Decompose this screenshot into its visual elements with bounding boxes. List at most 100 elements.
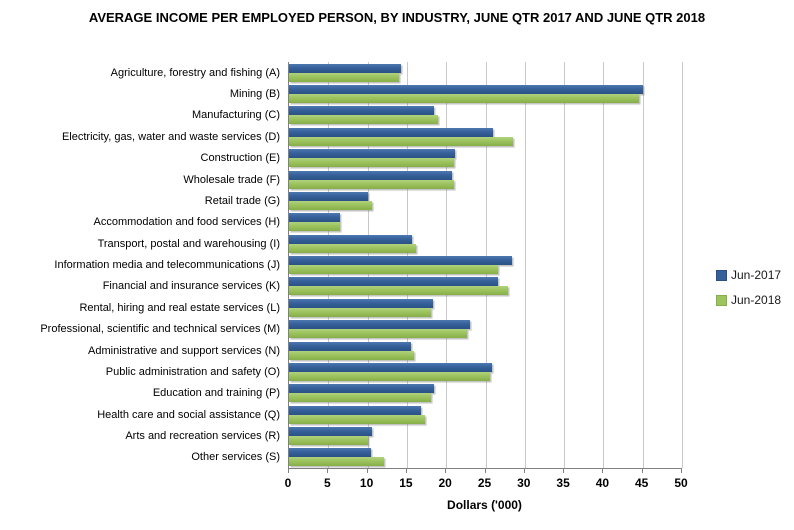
bar-jun-2017 [289,127,493,137]
bar-jun-2017 [289,341,411,351]
bar-group [289,148,682,169]
x-tick-mark [366,469,368,473]
gridline [603,62,605,468]
x-tick-mark [445,469,447,473]
bar-jun-2017 [289,384,434,394]
category-label: Health care and social assistance (Q) [97,408,280,421]
bar-jun-2017 [289,448,371,458]
x-tick-label: 50 [674,476,688,490]
category-label: Wholesale trade (F) [183,173,280,186]
x-tick-mark [563,469,565,473]
bar-group [289,190,682,211]
category-label: Transport, postal and warehousing (I) [97,237,280,250]
category-label: Arts and recreation services (R) [125,430,280,443]
bar-jun-2018 [289,158,455,168]
bar-jun-2017 [289,85,643,95]
gridline [564,62,566,468]
x-tick-label: 25 [477,476,492,490]
bar-jun-2018 [289,307,432,317]
bar-group [289,83,682,104]
category-label: Information media and telecommunications… [54,259,280,272]
bar-group [289,169,682,190]
category-label: Financial and insurance services (K) [102,280,280,293]
x-tick-label: 30 [517,476,531,490]
bar-jun-2017 [289,191,369,201]
bar-jun-2018 [289,265,499,275]
bar-group [289,62,682,83]
category-label: Agriculture, forestry and fishing (A) [110,66,280,79]
bar-jun-2017 [289,256,513,266]
bar-jun-2018 [289,457,385,467]
legend-swatch-jun-2017 [716,269,727,281]
bar-jun-2017 [289,427,372,437]
legend-swatch-jun-2018 [716,294,727,306]
bar-jun-2018 [289,179,455,189]
chart-title: AVERAGE INCOME PER EMPLOYED PERSON, BY I… [88,10,706,25]
bar-jun-2018 [289,414,425,424]
bar-jun-2018 [289,436,369,446]
x-tick-label: 20 [438,476,452,490]
x-tick-label: 10 [359,476,374,490]
x-tick-label: 45 [635,476,649,490]
bar-jun-2018 [289,136,513,146]
bar-group [289,361,682,382]
x-tick-label: 15 [399,476,413,490]
x-tick-label: 5 [323,476,331,490]
bar-jun-2017 [289,170,453,180]
bar-jun-2018 [289,222,341,232]
bar-group [289,404,682,425]
bar-jun-2017 [289,362,492,372]
bar-group [289,212,682,233]
bar-group [289,254,682,275]
bar-jun-2017 [289,106,435,116]
gridline [524,62,526,468]
bar-group [289,105,682,126]
bar-jun-2018 [289,115,439,125]
category-label: Administrative and support services (N) [88,344,280,357]
bar-jun-2018 [289,72,400,82]
legend-item-jun-2018: Jun-2018 [716,293,781,307]
bar-group [289,383,682,404]
bar-jun-2017 [289,63,401,73]
legend-item-jun-2017: Jun-2017 [716,268,781,282]
x-tick-mark [288,469,289,473]
bar-jun-2018 [289,329,467,339]
x-tick-label: 0 [284,476,292,490]
bar-group [289,233,682,254]
category-label: Retail trade (G) [204,194,280,207]
x-tick-mark [523,469,525,473]
category-label: Electricity, gas, water and waste servic… [61,130,280,143]
legend: Jun-2017 Jun-2018 [716,268,781,307]
bar-jun-2018 [289,94,639,104]
bar-jun-2018 [289,393,432,403]
bar-group [289,425,682,446]
category-label: Public administration and safety (O) [105,365,280,378]
bar-group [289,319,682,340]
bar-jun-2017 [289,149,455,159]
category-label: Other services (S) [191,451,280,464]
x-tick-mark [602,469,604,473]
x-tick-mark [641,469,643,473]
x-tick-mark [484,469,486,473]
category-label: Manufacturing (C) [191,109,280,122]
x-tick-mark [681,469,682,473]
bar-group [289,447,682,468]
category-label: Accommodation and food services (H) [93,216,280,229]
x-axis-title: Dollars ('000) [447,498,522,512]
bar-jun-2018 [289,350,414,360]
bar-jun-2017 [289,277,499,287]
bar-jun-2018 [289,200,373,210]
bar-group [289,126,682,147]
x-tick-label: 40 [595,476,610,490]
category-label: Construction (E) [200,152,280,165]
category-label: Professional, scientific and technical s… [40,323,280,336]
bar-group [289,297,682,318]
x-tick-label: 35 [556,476,570,490]
bar-jun-2018 [289,243,417,253]
bar-jun-2017 [289,320,470,330]
plot-area [288,62,683,469]
bar-group [289,276,682,297]
bar-group [289,340,682,361]
bar-jun-2018 [289,286,509,296]
